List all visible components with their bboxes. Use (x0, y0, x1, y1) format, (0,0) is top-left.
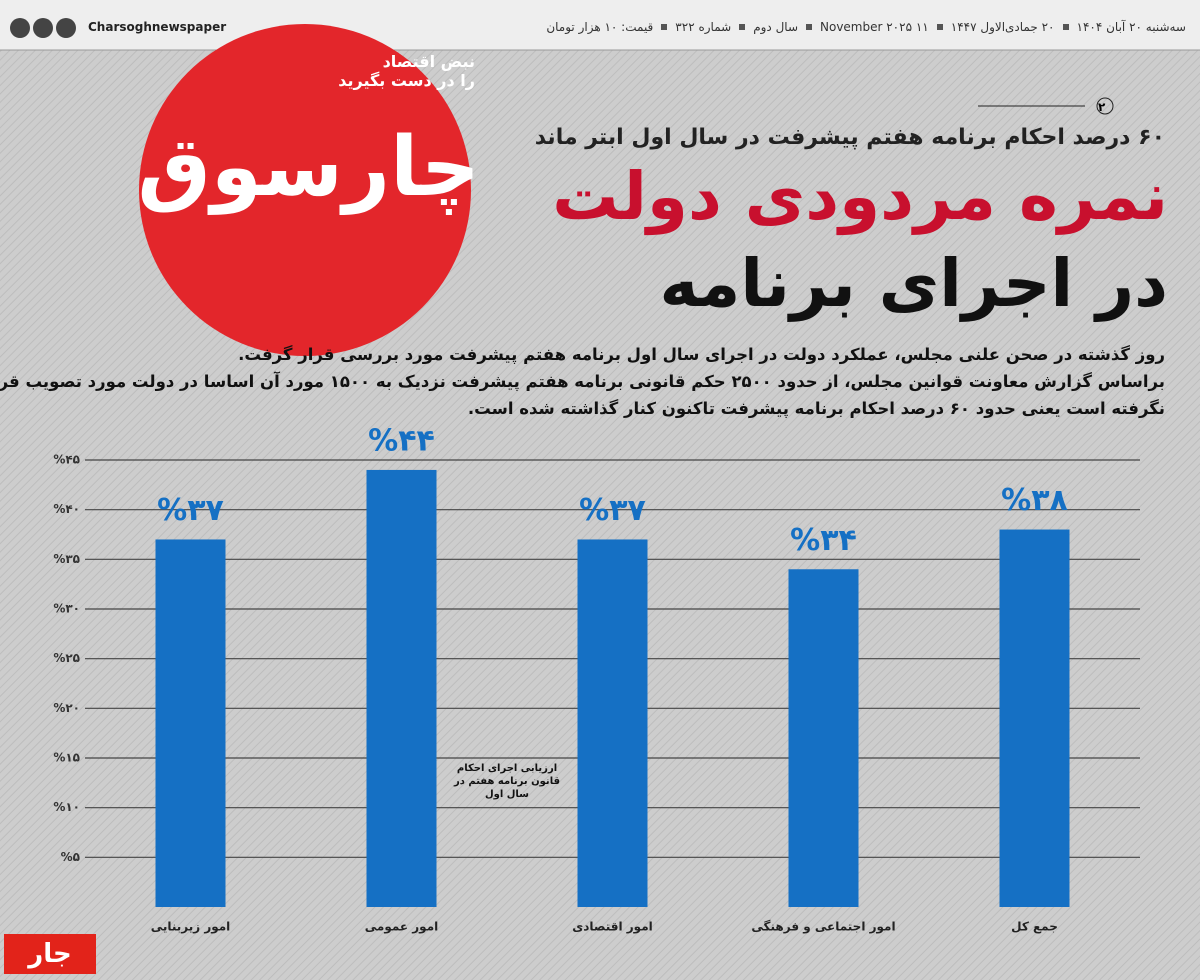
headline: نمره مردودی دولت (552, 158, 1169, 235)
x-tick-label: امور اقتصادی (572, 920, 653, 935)
x-tick-label: امور عمومی (365, 920, 439, 935)
slogan: نبض اقتصاد را در دست بگیرید (290, 52, 475, 90)
bar (155, 539, 226, 907)
y-tick-label: %۲۵ (53, 651, 80, 665)
value-label: %۳۷ (157, 493, 224, 528)
slogan-line: نبض اقتصاد (382, 52, 475, 71)
bar (366, 469, 437, 907)
y-tick-label: %۴۰ (53, 502, 80, 516)
chart-annotation: ارزیابی اجرای احکام قانون برنامه هفتم در… (454, 763, 560, 800)
logo: چارسوق (137, 120, 480, 215)
date-item: ۲۰ جمادی‌الاول ۱۴۴۷ (950, 20, 1055, 34)
x-tick-label: امور اجتماعی و فرهنگی (751, 920, 895, 935)
bar (788, 569, 859, 907)
date-item: شماره ۳۲۲ (675, 20, 732, 34)
social-handle: Charsoghnewspaper (88, 20, 227, 34)
y-tick-label: %۲۰ (53, 701, 80, 715)
date-item: سال دوم (753, 20, 798, 34)
y-tick-label: %۱۰ (53, 800, 80, 814)
value-label: %۴۴ (368, 423, 435, 458)
plot-area: %۵ %۱۰ %۱۵ %۲۰ %۲۵ %۳۰ %۳۵ %۴۰ %۴۵ %۳۷ امور زیربنا… (53, 423, 1140, 935)
social-icon[interactable] (33, 18, 53, 38)
date-item: قیمت: ۱۰ هزار تومان (546, 20, 654, 34)
bar (577, 539, 648, 907)
headline: در اجرای برنامه (659, 245, 1169, 322)
value-label: %۳۸ (1001, 483, 1068, 518)
kicker: ۶۰ درصد احکام برنامه هفتم پیشرفت در سال … (534, 125, 1165, 150)
y-tick-label: %۵ (61, 850, 80, 864)
logo-circle (139, 24, 471, 356)
x-tick-label: جمع کل (1011, 920, 1058, 934)
body-line: روز گذشته در صحن علنی مجلس، عملکرد دولت … (238, 345, 1165, 364)
y-tick-label: %۴۵ (53, 453, 80, 467)
y-tick-label: %۳۰ (53, 602, 80, 616)
slogan-line: را در دست بگیرید (338, 71, 475, 90)
body-line: براساس گزارش معاونت قوانین مجلس، از حدود… (0, 372, 1165, 391)
separator (661, 24, 668, 30)
bar (999, 529, 1070, 907)
separator (1062, 24, 1069, 30)
separator (806, 24, 812, 30)
page-number: ۲ (1098, 100, 1106, 114)
social-icon[interactable] (56, 18, 76, 38)
y-tick-label: %۱۵ (53, 751, 80, 765)
x-tick-label: امور زیربنایی (151, 920, 231, 935)
date-item: سه‌شنبه ۲۰ آبان ۱۴۰۴ (1076, 20, 1187, 34)
separator (739, 24, 746, 30)
date-item: ۱۱ November ۲۰۲۵ (820, 20, 929, 34)
page-badge (1096, 97, 1114, 115)
social-icon[interactable] (10, 18, 30, 38)
value-label: %۳۴ (790, 523, 857, 558)
value-label: %۳۷ (579, 493, 646, 528)
top-bar (0, 0, 1200, 50)
y-tick-label: %۳۵ (53, 552, 80, 566)
separator (936, 24, 943, 30)
watermark: جار (4, 934, 96, 974)
body-line: نگرفته است یعنی حدود ۶۰ درصد احکام برنام… (467, 399, 1165, 418)
date-line: سه‌شنبه ۲۰ آبان ۱۴۰۴ ۲۰ جمادی‌الاول ۱۴۴۷ ۱… (546, 20, 1186, 34)
